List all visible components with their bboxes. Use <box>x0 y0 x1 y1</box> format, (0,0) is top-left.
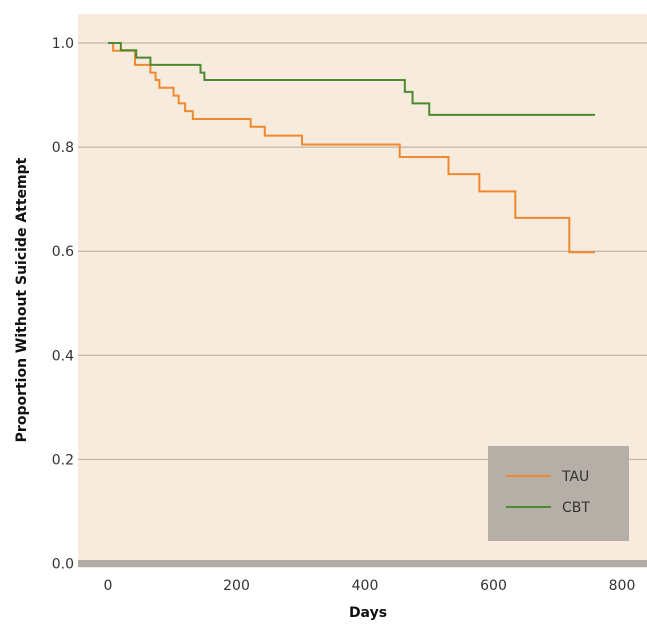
series-line-cbt <box>108 42 596 116</box>
legend: TAU CBT <box>488 446 629 541</box>
x-tick-label: 800 <box>609 578 636 594</box>
y-tick-label: 0.6 <box>52 244 74 260</box>
x-tick-label: 0 <box>104 578 113 594</box>
x-tick-label: 400 <box>352 578 379 594</box>
y-tick-label: 0.8 <box>52 140 74 156</box>
legend-label-tau: TAU <box>561 469 589 485</box>
y-tick-label: 0.0 <box>52 557 74 573</box>
x-axis-baseline <box>78 560 647 567</box>
y-tick-label: 1.0 <box>52 36 74 52</box>
y-tick-labels: 0.0 0.2 0.4 0.6 0.8 1.0 <box>52 36 74 573</box>
y-tick-label: 0.4 <box>52 348 74 364</box>
y-tick-label: 0.2 <box>52 452 74 468</box>
series-layer <box>108 42 596 254</box>
x-tick-label: 200 <box>223 578 250 594</box>
x-tick-label: 600 <box>480 578 507 594</box>
legend-label-cbt: CBT <box>562 500 590 516</box>
x-axis-title: Days <box>349 605 387 621</box>
series-line-tau <box>108 42 596 254</box>
legend-box <box>488 446 629 541</box>
x-tick-labels: 0 200 400 600 800 <box>104 578 636 594</box>
y-axis-title: Proportion Without Suicide Attempt <box>14 157 30 442</box>
